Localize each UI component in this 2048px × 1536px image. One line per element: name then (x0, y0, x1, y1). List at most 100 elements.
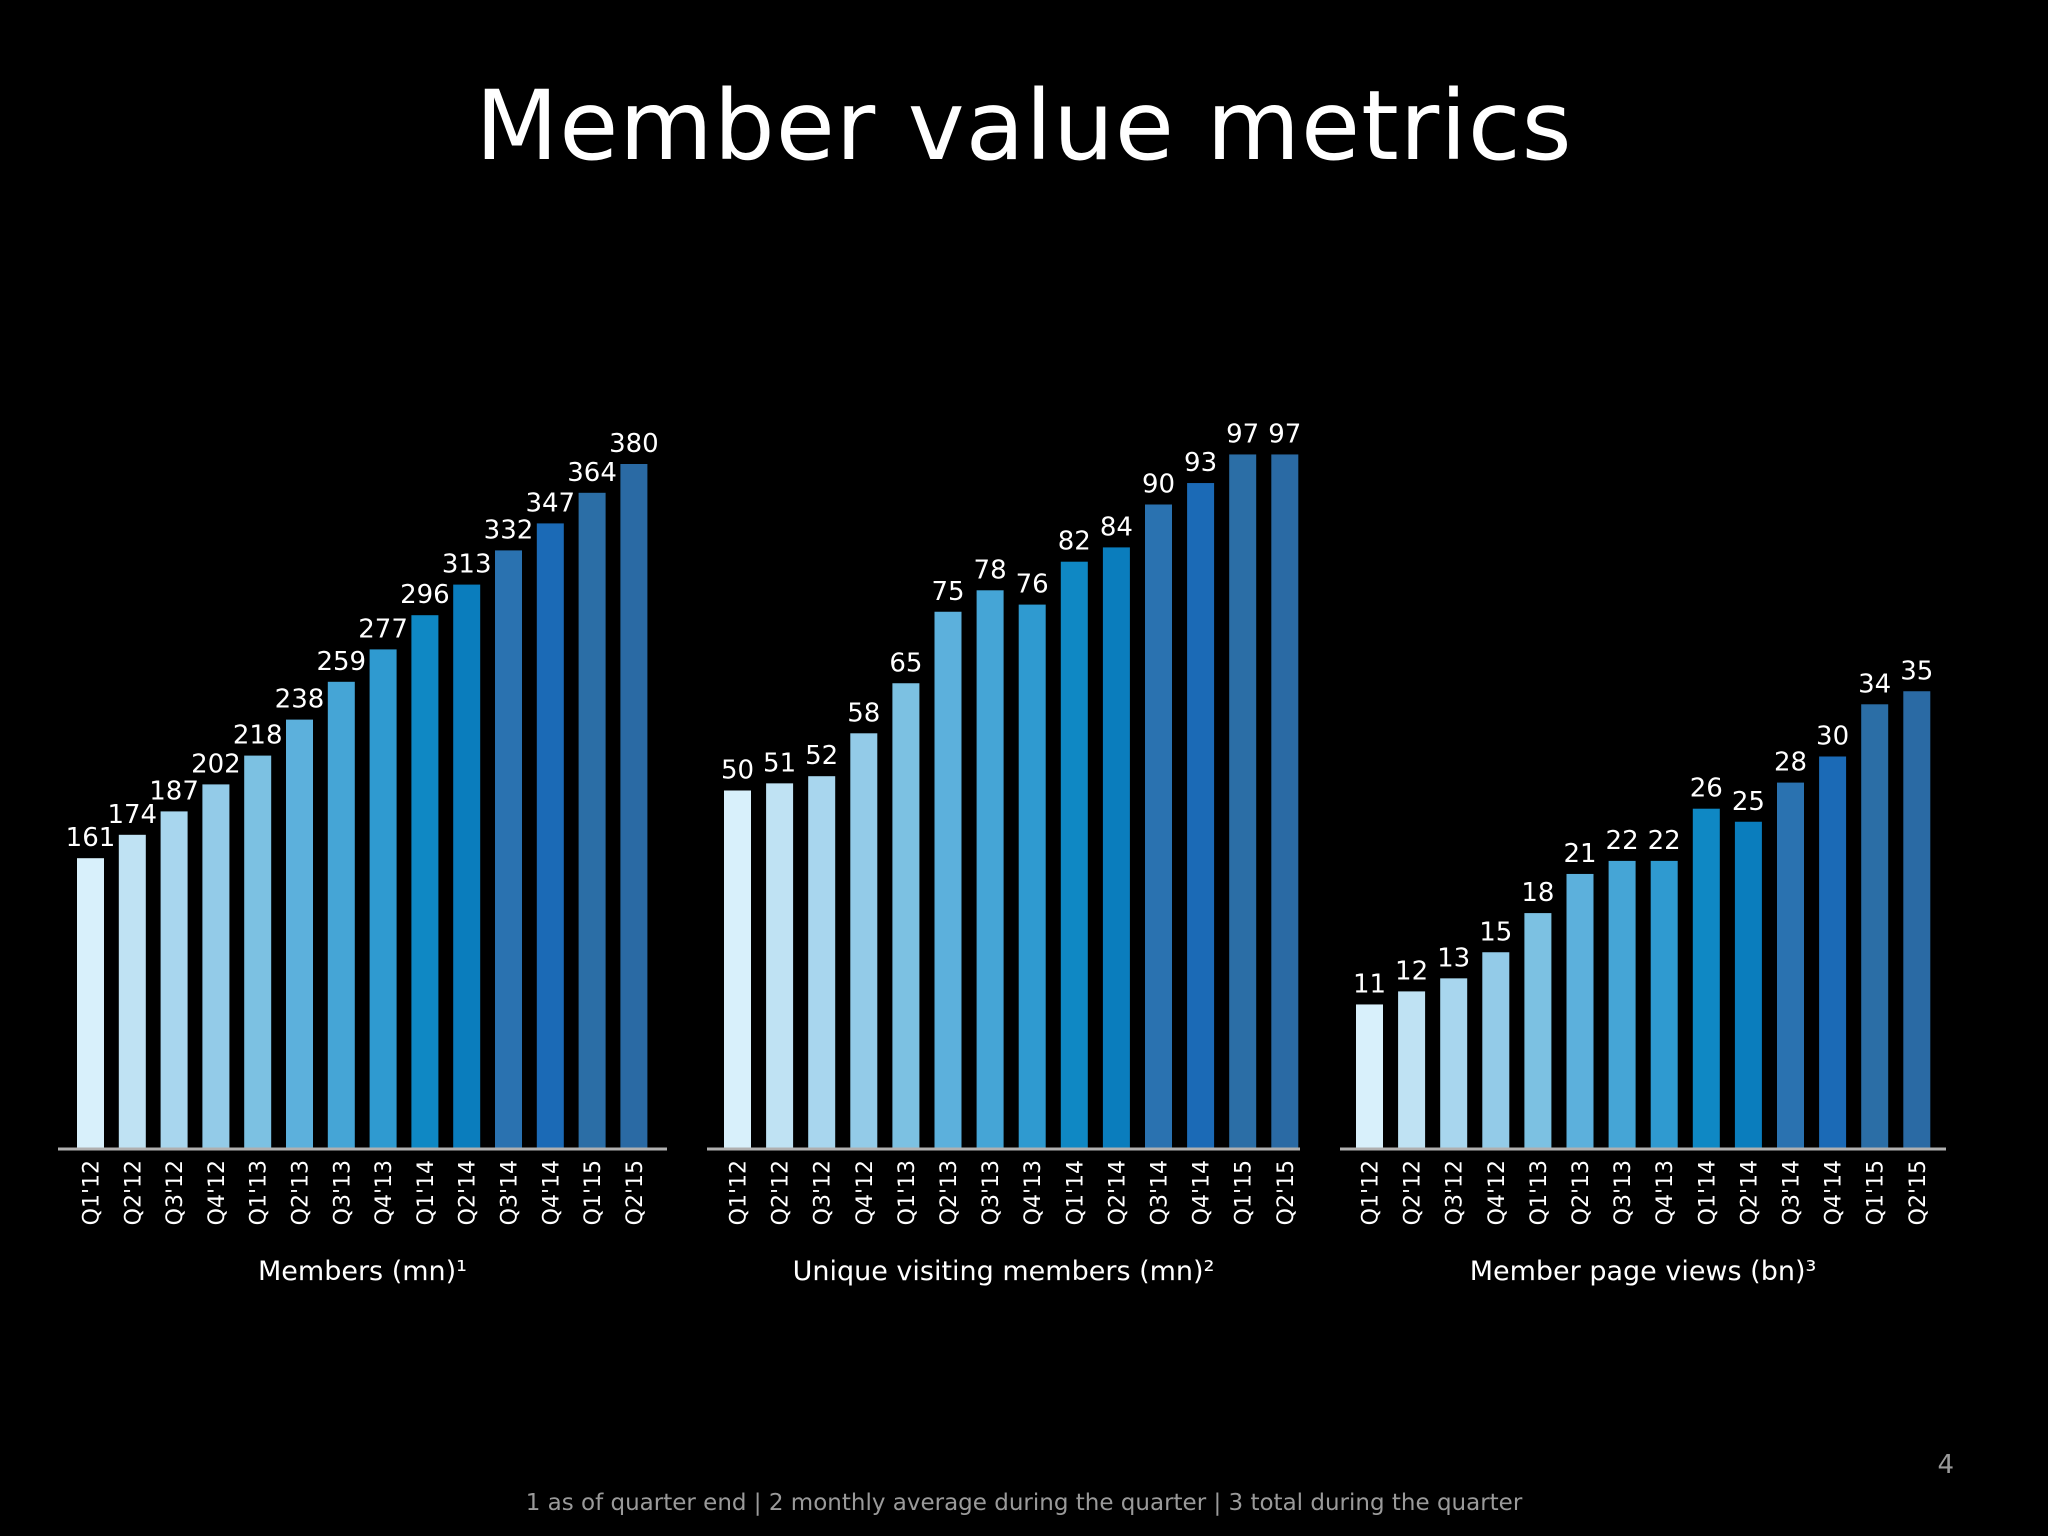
tick-label: Q2'13 (937, 1160, 962, 1225)
data-label: 30 (1816, 722, 1849, 752)
bar (1018, 604, 1046, 1148)
bar (118, 834, 146, 1148)
tick-label: Q3'13 (979, 1160, 1004, 1225)
tick-label: Q4'12 (205, 1160, 230, 1225)
bar (1398, 991, 1426, 1148)
data-label: 93 (1184, 448, 1217, 478)
data-label: 97 (1268, 419, 1301, 449)
bar (808, 776, 836, 1148)
tick-label: Q1'15 (581, 1160, 606, 1225)
data-label: 52 (805, 741, 838, 771)
data-label: 18 (1521, 878, 1554, 908)
data-label: 84 (1100, 512, 1133, 542)
bar (327, 681, 355, 1148)
tick-label: Q3'14 (1780, 1160, 1805, 1225)
data-label: 187 (149, 776, 199, 806)
tick-label: Q1'13 (247, 1160, 272, 1225)
tick-label: Q4'13 (1021, 1160, 1046, 1225)
bar (578, 492, 606, 1148)
tick-label: Q1'15 (1864, 1160, 1889, 1225)
bar (1271, 454, 1299, 1148)
data-label: 97 (1226, 419, 1259, 449)
tick-label: Q1'15 (1232, 1160, 1257, 1225)
data-label: 25 (1732, 787, 1765, 817)
bar (160, 811, 188, 1148)
bar (1777, 782, 1804, 1148)
bar (1102, 547, 1130, 1148)
tick-label: Q2'15 (1906, 1160, 1931, 1225)
data-label: 259 (316, 647, 366, 677)
tick-label: Q1'14 (1063, 1160, 1088, 1225)
bar (411, 615, 439, 1148)
data-label: 161 (66, 823, 116, 853)
tick-label: Q2'13 (289, 1160, 314, 1225)
bar (620, 464, 648, 1148)
bar (1440, 978, 1468, 1148)
page-number: 4 (1937, 1450, 1954, 1480)
chart-2: 50 Q1'12 51 Q2'12 52 Q3'12 58 Q4'12 65 Q1'13 75 Q2'… (707, 419, 1301, 1287)
bar (976, 590, 1004, 1148)
tick-label: Q3'14 (498, 1160, 523, 1225)
data-label: 11 (1353, 969, 1386, 999)
data-label: 15 (1479, 917, 1512, 947)
bar (1692, 808, 1720, 1148)
bar (1819, 756, 1847, 1148)
bar (1187, 483, 1215, 1148)
data-label: 35 (1900, 656, 1933, 686)
bar (202, 784, 230, 1148)
bar (286, 719, 313, 1148)
data-label: 75 (931, 577, 964, 607)
tick-label: Q4'14 (539, 1160, 564, 1225)
tick-label: Q1'13 (895, 1160, 920, 1225)
tick-label: Q1'12 (80, 1160, 105, 1225)
chart-title: Member page views (bn)³ (1470, 1256, 1817, 1287)
bar (1566, 873, 1594, 1148)
bar (536, 523, 564, 1148)
bar (1229, 454, 1257, 1148)
bar (1482, 952, 1510, 1148)
chart-title: Members (mn)¹ (258, 1256, 467, 1287)
tick-label: Q4'12 (853, 1160, 878, 1225)
data-label: 218 (233, 721, 283, 751)
tick-label: Q4'14 (1822, 1160, 1847, 1225)
data-label: 65 (889, 648, 922, 678)
tick-label: Q4'14 (1190, 1160, 1215, 1225)
bar (1734, 821, 1762, 1148)
data-label: 21 (1563, 839, 1596, 869)
tick-label: Q1'12 (727, 1160, 752, 1225)
data-label: 332 (484, 515, 534, 545)
data-label: 313 (442, 550, 492, 580)
tick-label: Q3'12 (163, 1160, 188, 1225)
bar (1524, 913, 1552, 1148)
chart-title: Unique visiting members (mn)² (793, 1256, 1215, 1287)
data-label: 364 (567, 458, 617, 488)
tick-label: Q2'14 (1105, 1160, 1130, 1225)
data-label: 82 (1058, 527, 1091, 557)
bar (1903, 691, 1931, 1148)
data-label: 26 (1690, 774, 1723, 804)
data-label: 12 (1395, 956, 1428, 986)
bar (850, 733, 878, 1148)
data-label: 78 (974, 555, 1007, 585)
data-label: 28 (1774, 748, 1807, 778)
data-label: 13 (1437, 943, 1470, 973)
data-label: 90 (1142, 470, 1175, 500)
tick-label: Q3'13 (330, 1160, 355, 1225)
data-label: 22 (1606, 826, 1639, 856)
tick-label: Q1'13 (1527, 1160, 1552, 1225)
data-label: 296 (400, 580, 450, 610)
tick-label: Q2'15 (623, 1160, 648, 1225)
data-label: 58 (847, 698, 880, 728)
bar (453, 584, 481, 1148)
data-label: 22 (1648, 826, 1681, 856)
bar (892, 683, 920, 1148)
chart-3: 11 Q1'12 12 Q2'12 13 Q3'12 15 Q4'12 18 Q1'13 21 Q2'… (1340, 656, 1946, 1287)
bar (369, 649, 397, 1148)
tick-label: Q3'13 (1611, 1160, 1636, 1225)
tick-label: Q4'13 (1653, 1160, 1678, 1225)
tick-label: Q2'15 (1274, 1160, 1299, 1225)
tick-label: Q3'14 (1148, 1160, 1173, 1225)
data-label: 277 (358, 614, 408, 644)
tick-label: Q3'12 (811, 1160, 836, 1225)
